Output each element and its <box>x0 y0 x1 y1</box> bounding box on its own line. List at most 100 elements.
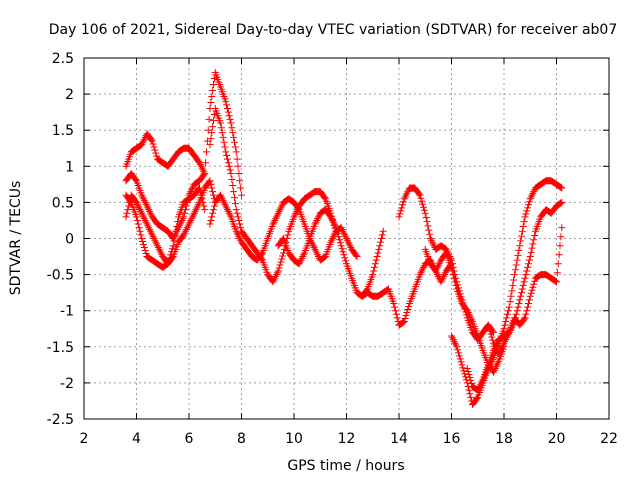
data-point <box>218 195 226 203</box>
data-point <box>517 237 525 245</box>
data-point <box>487 330 495 338</box>
data-point <box>419 200 427 208</box>
data-point <box>210 191 217 199</box>
series-track-m <box>484 224 566 358</box>
data-point <box>517 292 525 300</box>
data-point <box>427 235 434 242</box>
data-point <box>313 216 321 224</box>
data-point <box>473 395 481 403</box>
data-point <box>231 194 238 202</box>
data-point <box>384 286 392 294</box>
data-point <box>147 229 155 237</box>
data-point <box>558 224 566 232</box>
data-point <box>378 235 385 242</box>
data-point <box>528 244 536 252</box>
data-point <box>273 271 280 279</box>
data-point <box>138 191 146 199</box>
data-point <box>229 182 237 190</box>
data-point <box>331 222 339 230</box>
data-point <box>521 314 529 322</box>
data-point <box>334 230 342 238</box>
data-point <box>174 218 182 226</box>
data-point <box>418 197 426 205</box>
data-point <box>220 198 228 206</box>
data-point <box>227 170 235 178</box>
data-point <box>420 203 427 211</box>
data-point <box>464 367 472 375</box>
data-point <box>207 135 215 143</box>
data-point <box>277 204 285 212</box>
data-point <box>198 164 206 172</box>
y-tick-label: -1 <box>60 304 74 320</box>
data-point <box>154 242 161 250</box>
data-point <box>206 177 214 185</box>
data-point <box>399 198 407 206</box>
data-point <box>141 198 149 206</box>
data-point <box>186 218 194 226</box>
data-point <box>373 253 381 261</box>
data-point <box>488 333 496 341</box>
data-point <box>320 254 328 262</box>
data-point <box>449 336 457 344</box>
data-point <box>439 274 447 282</box>
data-point <box>207 216 215 224</box>
data-point <box>399 319 406 327</box>
data-point <box>371 263 378 271</box>
data-point <box>450 274 458 282</box>
data-point <box>519 222 527 230</box>
y-tick-label: -2.5 <box>47 412 74 428</box>
data-point <box>490 368 497 376</box>
data-point <box>404 305 412 313</box>
data-point <box>440 272 448 280</box>
data-point <box>201 206 209 214</box>
data-point <box>553 269 561 277</box>
data-point <box>312 247 320 255</box>
data-point <box>311 245 319 253</box>
data-point <box>511 271 518 279</box>
data-point <box>209 123 217 131</box>
data-point <box>329 235 336 242</box>
data-point <box>200 202 208 210</box>
data-point <box>401 315 409 323</box>
data-point <box>208 184 216 192</box>
data-point <box>516 242 524 250</box>
data-point <box>292 209 300 217</box>
data-point <box>400 195 408 203</box>
data-point <box>474 386 482 394</box>
data-point <box>148 137 156 145</box>
data-point <box>314 251 322 259</box>
data-point <box>226 115 234 123</box>
data-point <box>475 384 483 392</box>
data-point <box>181 229 189 237</box>
data-point <box>525 299 532 307</box>
data-point <box>468 316 476 324</box>
data-point <box>237 224 245 232</box>
data-point <box>420 263 427 271</box>
data-point <box>506 298 514 306</box>
data-point <box>339 227 347 235</box>
data-point <box>336 236 343 244</box>
y-tick-label: 0 <box>65 232 74 248</box>
data-point <box>490 339 497 347</box>
data-point <box>494 359 502 367</box>
data-point <box>207 99 215 107</box>
data-point <box>496 348 504 356</box>
data-point <box>502 336 510 344</box>
data-point <box>352 251 360 259</box>
data-point <box>417 269 425 277</box>
data-point <box>343 236 351 244</box>
data-point <box>524 263 532 271</box>
data-point <box>485 324 493 332</box>
data-point <box>269 278 277 286</box>
data-point <box>504 332 511 340</box>
data-point <box>145 224 153 232</box>
data-point <box>391 303 399 311</box>
data-point <box>236 177 244 185</box>
data-point <box>321 253 329 261</box>
data-point <box>174 225 182 233</box>
data-point <box>500 339 508 347</box>
data-point <box>139 211 147 219</box>
data-point <box>523 307 531 315</box>
data-point <box>142 250 150 258</box>
data-point <box>434 263 441 271</box>
